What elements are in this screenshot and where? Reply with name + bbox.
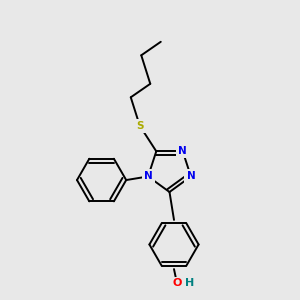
- Text: N: N: [178, 146, 187, 156]
- Text: O: O: [172, 278, 182, 289]
- Text: N: N: [144, 172, 152, 182]
- Text: H: H: [185, 278, 194, 288]
- Text: S: S: [136, 121, 143, 131]
- Text: N: N: [187, 172, 195, 182]
